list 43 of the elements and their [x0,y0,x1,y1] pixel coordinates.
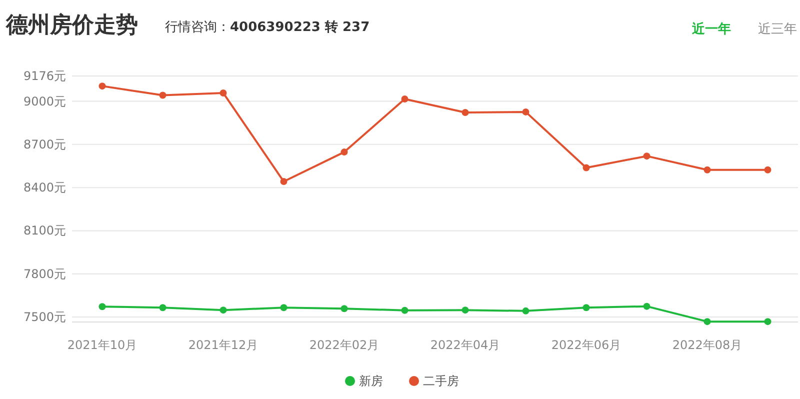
point [764,318,772,326]
point [159,304,166,312]
point [159,92,166,99]
point [764,166,772,174]
chart-title: 德州房价走势 [5,12,138,38]
chart-subtitle: 行情咨询：4006390223 转 237 [165,20,370,35]
legend-label: 二手房 [423,374,459,388]
point [340,305,348,312]
x-tick-label: 2021年10月 [67,338,138,352]
point [98,303,106,310]
point [401,306,408,314]
y-tick-label: 8100元 [23,224,66,238]
point [462,109,469,116]
point [401,96,408,103]
text: 近一年 [691,21,731,37]
text: 近三年 [758,22,797,37]
y-tick-label: 8700元 [23,137,66,152]
y-tick-label: 8400元 [23,180,66,195]
point [462,306,469,314]
x-tick-label: 2022年04月 [430,338,500,352]
legend-label: 新房 [359,374,383,388]
point [704,318,711,326]
point [704,166,711,174]
y-tick-label: 9000元 [23,94,66,108]
y-tick-label: 7500元 [23,310,66,324]
point [340,148,348,156]
point [522,108,530,116]
point [582,304,590,312]
point [98,82,106,90]
y-tick-label: 7800元 [23,266,66,281]
x-tick-label: 2022年08月 [672,338,742,352]
point [643,152,650,160]
x-tick-label: 2021年12月 [188,338,258,352]
point [582,164,590,172]
point [643,302,650,310]
y-tick-label: 9176元 [23,69,66,83]
point [522,307,530,314]
x-tick-label: 2022年06月 [551,338,622,352]
point [280,304,288,312]
point [220,89,227,96]
point [280,178,288,186]
point [220,306,227,314]
x-tick-label: 2022年02月 [309,338,380,352]
